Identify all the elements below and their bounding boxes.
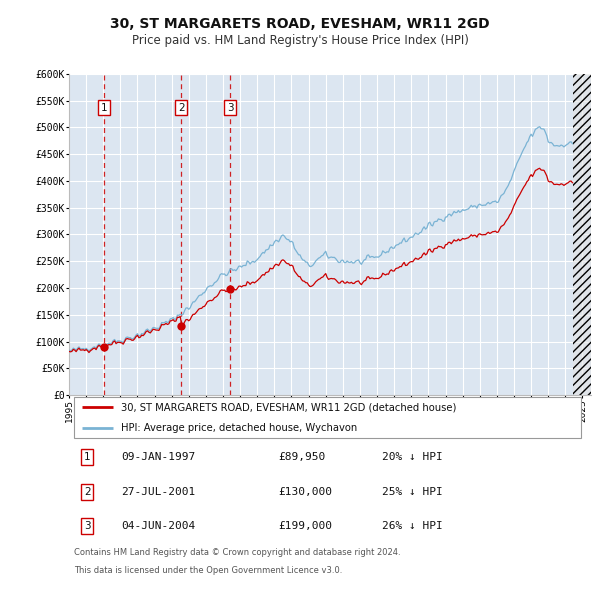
Text: 2: 2 bbox=[84, 487, 91, 497]
FancyBboxPatch shape bbox=[74, 398, 581, 438]
Text: 30, ST MARGARETS ROAD, EVESHAM, WR11 2GD (detached house): 30, ST MARGARETS ROAD, EVESHAM, WR11 2GD… bbox=[121, 402, 457, 412]
Text: 26% ↓ HPI: 26% ↓ HPI bbox=[382, 521, 443, 531]
Text: 09-JAN-1997: 09-JAN-1997 bbox=[121, 453, 196, 463]
Text: 30, ST MARGARETS ROAD, EVESHAM, WR11 2GD: 30, ST MARGARETS ROAD, EVESHAM, WR11 2GD bbox=[110, 17, 490, 31]
Text: 2: 2 bbox=[178, 103, 185, 113]
Text: Price paid vs. HM Land Registry's House Price Index (HPI): Price paid vs. HM Land Registry's House … bbox=[131, 34, 469, 47]
Text: 1: 1 bbox=[100, 103, 107, 113]
Text: 27-JUL-2001: 27-JUL-2001 bbox=[121, 487, 196, 497]
Text: This data is licensed under the Open Government Licence v3.0.: This data is licensed under the Open Gov… bbox=[74, 566, 343, 575]
Text: 1: 1 bbox=[84, 453, 91, 463]
Text: 3: 3 bbox=[84, 521, 91, 531]
Text: 04-JUN-2004: 04-JUN-2004 bbox=[121, 521, 196, 531]
Text: 3: 3 bbox=[227, 103, 233, 113]
Text: Contains HM Land Registry data © Crown copyright and database right 2024.: Contains HM Land Registry data © Crown c… bbox=[74, 548, 401, 557]
Text: HPI: Average price, detached house, Wychavon: HPI: Average price, detached house, Wych… bbox=[121, 423, 358, 433]
Text: £89,950: £89,950 bbox=[278, 453, 325, 463]
Text: £130,000: £130,000 bbox=[278, 487, 332, 497]
Text: 20% ↓ HPI: 20% ↓ HPI bbox=[382, 453, 443, 463]
Text: 25% ↓ HPI: 25% ↓ HPI bbox=[382, 487, 443, 497]
Text: £199,000: £199,000 bbox=[278, 521, 332, 531]
